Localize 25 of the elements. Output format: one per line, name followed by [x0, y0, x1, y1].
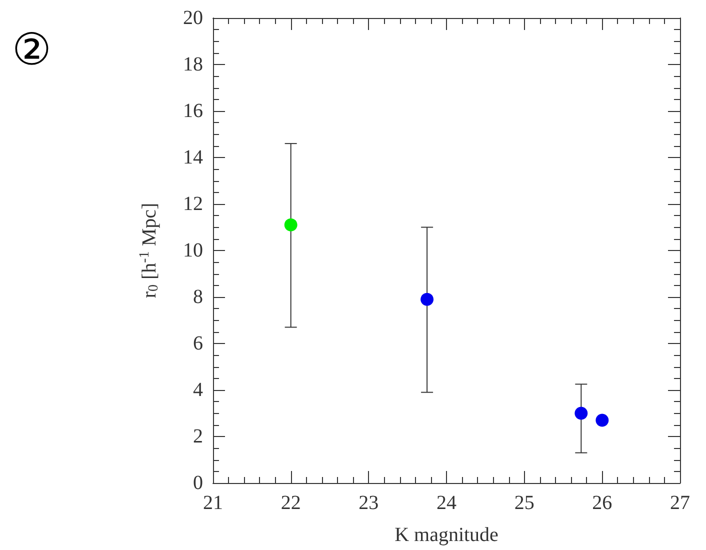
x-tick-label: 23 [358, 492, 379, 514]
y-tick-label: 0 [193, 472, 203, 494]
point [284, 218, 298, 232]
y-tick-label: 6 [193, 332, 203, 354]
y-tick-label: 12 [183, 193, 203, 215]
y-tick-label: 8 [193, 286, 203, 308]
y-tick-label: 4 [193, 379, 203, 401]
x-tick-label: 27 [670, 492, 690, 514]
y-tick-label: 14 [183, 146, 203, 168]
x-tick-label: 25 [514, 492, 534, 514]
x-tick-label: 26 [592, 492, 612, 514]
y-axis-title: r0 [h-1 Mpc] [138, 202, 162, 298]
y-tick-label: 20 [183, 7, 203, 29]
y-tick-label: 2 [193, 426, 203, 448]
point [596, 414, 609, 427]
y-tick-label: 16 [183, 100, 203, 122]
y-tick-label: 18 [183, 54, 203, 76]
text: ② [12, 24, 52, 76]
point [420, 292, 434, 306]
x-tick-label: 21 [203, 492, 223, 514]
x-axis-title: K magnitude [394, 524, 499, 546]
point [574, 406, 588, 420]
y-tick-label: 10 [183, 240, 203, 262]
x-tick-label: 22 [280, 492, 301, 514]
x-tick-label: 24 [436, 492, 456, 514]
